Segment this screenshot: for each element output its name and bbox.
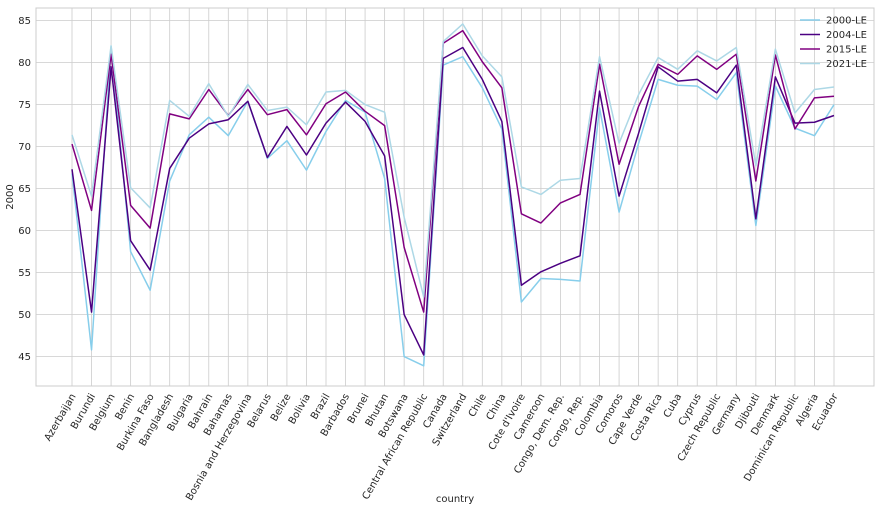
y-tick-labels: 45 50 55 60 65 70 75 80 85 [18,16,31,363]
plot-frame [35,7,875,387]
x-axis-label: country [436,494,474,505]
plot-background [36,8,874,386]
y-tick-label: 80 [18,58,31,69]
series-line-2015-LE [71,29,835,313]
series-line-2021-LE [71,23,835,298]
legend-label: 2004-LE [826,30,867,41]
y-tick-label: 70 [18,142,31,153]
series-line-2004-LE [71,46,835,356]
series-lines [71,23,835,367]
y-tick-label: 55 [18,268,31,279]
y-tick-label: 85 [18,16,31,27]
series-line-2000-LE [71,45,835,367]
legend-label: 2015-LE [826,45,867,56]
y-tick-label: 60 [18,226,31,237]
y-tick-label: 45 [18,352,31,363]
y-tick-label: 65 [18,184,31,195]
grid [36,8,874,386]
y-tick-label: 50 [18,310,31,321]
legend: 2000-LE 2004-LE 2015-LE 2021-LE [800,16,867,70]
y-axis-label: 2000 [5,184,16,209]
legend-label: 2000-LE [826,16,867,27]
plot-border [35,7,875,387]
legend-label: 2021-LE [826,59,867,70]
y-tick-label: 75 [18,100,31,111]
